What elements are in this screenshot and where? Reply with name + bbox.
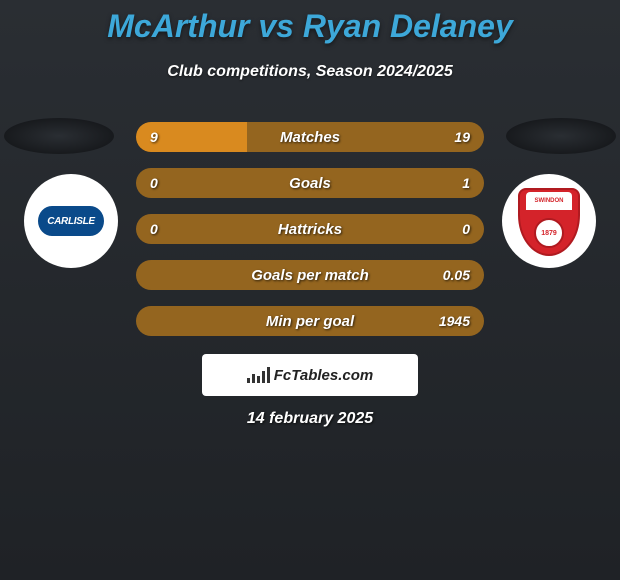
stat-value-right: 1 <box>462 175 470 191</box>
stat-value-left: 9 <box>150 129 158 145</box>
subtitle: Club competitions, Season 2024/2025 <box>0 63 620 81</box>
stat-row: 0 Goals 1 <box>136 168 484 198</box>
brand-text: FcTables.com <box>274 367 373 384</box>
stat-label: Goals <box>289 175 331 192</box>
stat-row: Min per goal 1945 <box>136 306 484 336</box>
stat-row: 0 Hattricks 0 <box>136 214 484 244</box>
stat-value-right: 19 <box>454 129 470 145</box>
shield-icon: SWINDON 1879 <box>518 188 580 256</box>
carlisle-logo: CARLISLE <box>36 204 106 238</box>
stat-value-left: 0 <box>150 175 158 191</box>
swindon-banner: SWINDON <box>526 192 572 210</box>
chart-icon <box>247 367 270 383</box>
stat-label: Min per goal <box>266 313 354 330</box>
brand-badge: FcTables.com <box>202 354 418 396</box>
stat-label: Goals per match <box>251 267 369 284</box>
shadow-ellipse-left <box>4 118 114 154</box>
stat-label: Matches <box>280 129 340 146</box>
stat-value-right: 0 <box>462 221 470 237</box>
club-badge-left: CARLISLE <box>24 174 118 268</box>
club-badge-right: SWINDON 1879 <box>502 174 596 268</box>
stat-value-left: 0 <box>150 221 158 237</box>
stat-value-right: 0.05 <box>443 267 470 283</box>
stat-row: Goals per match 0.05 <box>136 260 484 290</box>
stat-row: 9 Matches 19 <box>136 122 484 152</box>
stat-value-right: 1945 <box>439 313 470 329</box>
date-label: 14 february 2025 <box>247 410 373 428</box>
swindon-year: 1879 <box>534 218 564 248</box>
stat-label: Hattricks <box>278 221 342 238</box>
page-title: McArthur vs Ryan Delaney <box>0 0 620 45</box>
swindon-logo: SWINDON 1879 <box>512 184 586 258</box>
shadow-ellipse-right <box>506 118 616 154</box>
stats-table: 9 Matches 19 0 Goals 1 0 Hattricks 0 Goals per ma… <box>136 122 484 352</box>
